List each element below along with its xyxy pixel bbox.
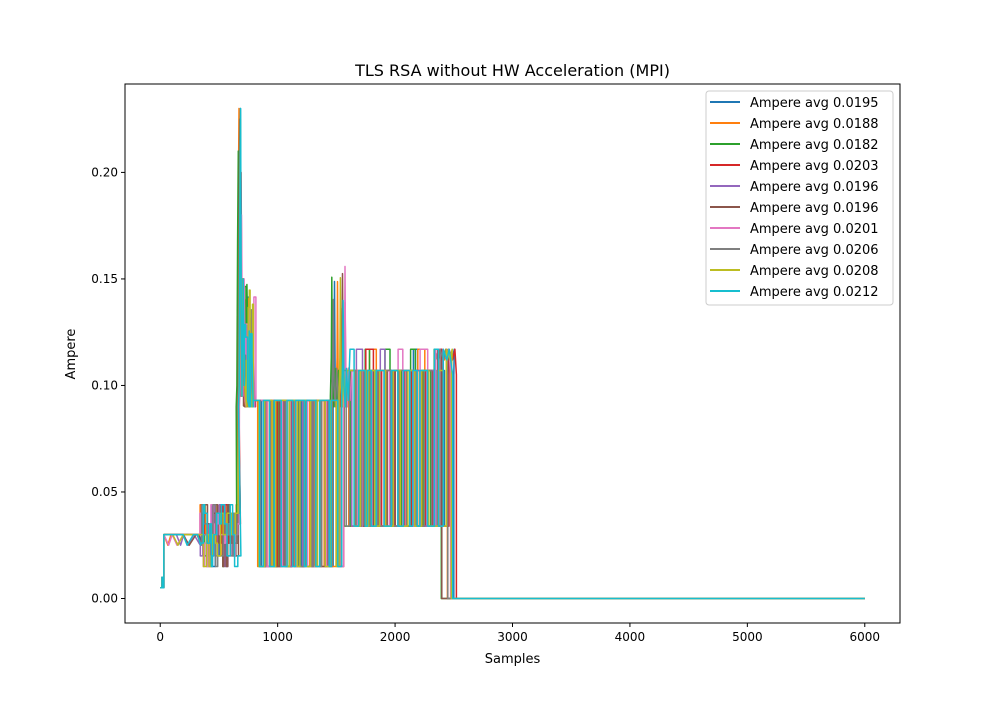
y-axis: 0.00 0.05 0.10 0.15 0.20 (91, 165, 125, 606)
legend-label: Ampere avg 0.0182 (750, 138, 879, 153)
plot-area (160, 107, 865, 600)
legend-label: Ampere avg 0.0206 (750, 243, 879, 258)
legend-label: Ampere avg 0.0188 (750, 117, 879, 132)
y-axis-label: Ampere (64, 329, 79, 380)
x-axis-label: Samples (485, 652, 541, 667)
y-tick-label: 0.10 (91, 378, 118, 392)
legend-label: Ampere avg 0.0212 (750, 285, 879, 300)
legend-label: Ampere avg 0.0195 (750, 96, 879, 111)
y-tick-label: 0.00 (91, 592, 118, 606)
legend-frame (705, 90, 894, 306)
series-line-10 (160, 107, 865, 600)
x-tick-label: 1000 (262, 630, 293, 644)
legend-label: Ampere avg 0.0196 (750, 180, 879, 195)
x-tick-label: 5000 (732, 630, 763, 644)
y-tick-label: 0.05 (91, 485, 118, 499)
x-tick-label: 4000 (615, 630, 646, 644)
x-tick-label: 6000 (849, 630, 880, 644)
y-tick-label: 0.15 (91, 272, 118, 286)
x-tick-label: 3000 (497, 630, 528, 644)
legend-label: Ampere avg 0.0203 (750, 159, 879, 174)
x-tick-label: 0 (156, 630, 164, 644)
legend-label: Ampere avg 0.0196 (750, 201, 879, 216)
chart-title: TLS RSA without HW Acceleration (MPI) (354, 61, 670, 80)
legend-label: Ampere avg 0.0208 (750, 264, 879, 279)
legend-label: Ampere avg 0.0201 (750, 222, 879, 237)
x-axis: 0 1000 2000 3000 4000 5000 6000 (156, 623, 880, 644)
legend: Ampere avg 0.0195 Ampere avg 0.0188 Ampere… (705, 90, 894, 306)
y-tick-label: 0.20 (91, 165, 118, 179)
x-tick-label: 2000 (380, 630, 411, 644)
